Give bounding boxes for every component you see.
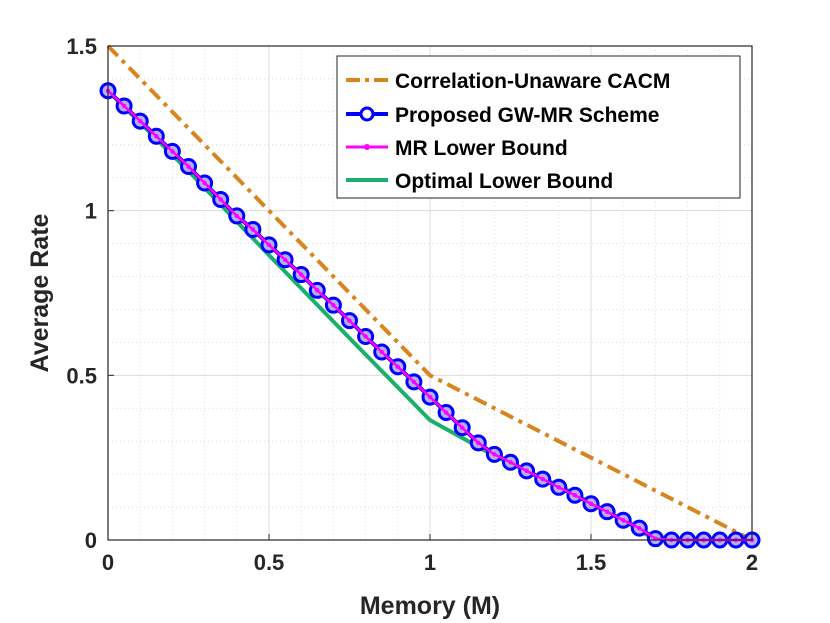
- data-point: [508, 460, 513, 465]
- data-point: [315, 288, 320, 293]
- x-axis-label: Memory (M): [360, 592, 500, 620]
- data-point: [411, 379, 417, 385]
- data-point: [637, 525, 642, 531]
- data-point: [186, 164, 191, 169]
- data-point: [347, 318, 352, 323]
- data-point: [202, 180, 207, 186]
- data-point: [621, 518, 626, 523]
- legend-label: MR Lower Bound: [395, 137, 568, 160]
- data-point: [282, 257, 288, 262]
- data-point: [170, 149, 175, 154]
- y-tick-label: 1: [85, 199, 97, 224]
- data-point: [234, 213, 239, 219]
- data-point: [460, 425, 465, 430]
- data-point: [476, 440, 481, 446]
- data-point: [443, 410, 449, 415]
- legend-label: Proposed GW-MR Scheme: [395, 104, 659, 127]
- x-tick-label: 1: [424, 550, 436, 575]
- data-point: [604, 509, 610, 514]
- x-tick-label: 0.5: [254, 550, 285, 575]
- series-correlation-unaware-cacm: [106, 44, 753, 542]
- data-point: [299, 272, 304, 277]
- legend-label: Optimal Lower Bound: [395, 170, 613, 193]
- data-point: [572, 493, 578, 498]
- series-line: [106, 44, 753, 542]
- legend-label: Correlation-Unaware CACM: [395, 70, 670, 93]
- ticks: 0 0.5 1 1.5 2 0 0.5 1 1.5: [66, 34, 758, 575]
- legend-marker: [364, 144, 370, 150]
- y-tick-label: 1.5: [66, 34, 97, 59]
- data-point: [363, 334, 368, 339]
- x-tick-label: 0: [102, 550, 114, 575]
- x-tick-label: 2: [746, 550, 758, 575]
- data-point: [427, 394, 433, 400]
- data-point: [556, 485, 561, 490]
- data-point: [138, 118, 143, 124]
- legend-entry: Proposed GW-MR Scheme: [346, 104, 659, 127]
- data-point: [492, 452, 497, 457]
- data-point: [218, 197, 223, 202]
- legend-box: [336, 55, 741, 199]
- data-point: [379, 349, 384, 355]
- x-tick-label: 1.5: [576, 550, 607, 575]
- data-point: [588, 501, 594, 506]
- y-tick-label: 0.5: [66, 363, 97, 388]
- legend-marker: [359, 106, 375, 122]
- series-mr-lower-bound: [105, 88, 755, 543]
- data-point: [395, 364, 400, 369]
- data-point: [331, 302, 336, 308]
- data-point: [250, 227, 256, 232]
- legend-entry: Correlation-Unaware CACM: [346, 70, 670, 93]
- data-point: [154, 134, 159, 139]
- data-point: [524, 468, 529, 474]
- legend-entry: MR Lower Bound: [346, 137, 568, 160]
- data-point: [121, 103, 127, 109]
- legend: Correlation-Unaware CACM Proposed GW-MR S…: [336, 55, 741, 199]
- data-point: [540, 476, 545, 482]
- legend-entry: Optimal Lower Bound: [346, 170, 613, 193]
- y-tick-label: 0: [85, 528, 97, 553]
- y-axis-label: Average Rate: [26, 213, 54, 372]
- data-point: [266, 242, 272, 248]
